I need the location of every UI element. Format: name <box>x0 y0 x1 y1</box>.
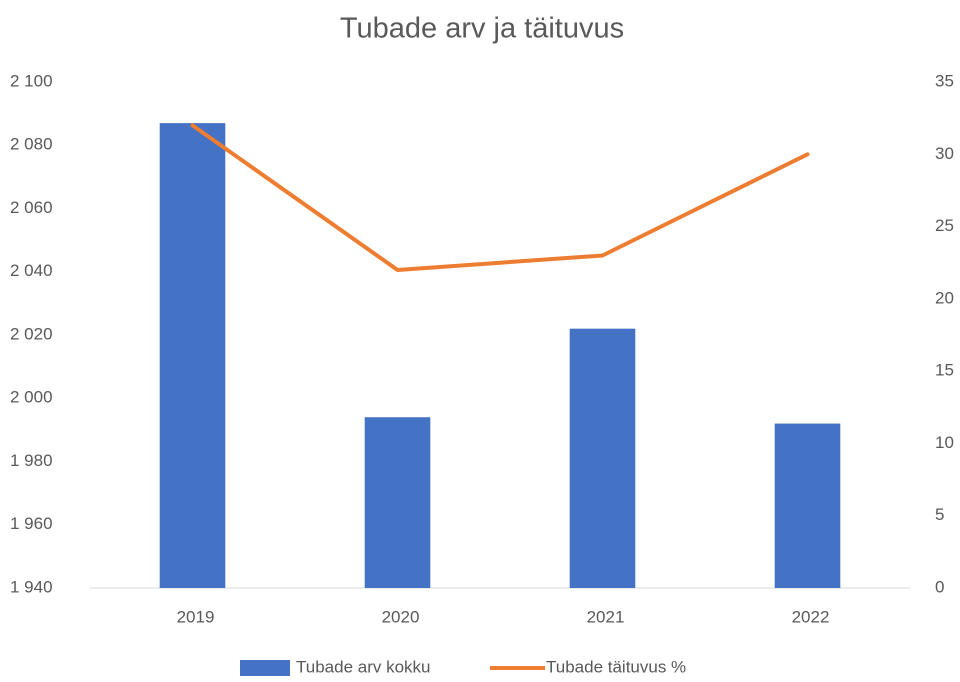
bar <box>159 123 226 589</box>
legend-swatch <box>240 660 290 676</box>
y-tick-label: 1 980 <box>10 451 53 470</box>
y2-tick-label: 35 <box>935 71 954 90</box>
y-tick-label: 2 020 <box>10 324 53 343</box>
y-tick-label: 2 000 <box>10 388 53 407</box>
chart-title: Tubade arv ja täituvus <box>340 13 624 45</box>
legend-label: Tubade arv kokku <box>296 657 431 676</box>
y2-tick-label: 25 <box>935 216 954 235</box>
y-tick-label: 2 060 <box>10 198 53 217</box>
y2-tick-label: 0 <box>935 577 944 596</box>
y-tick-label: 2 040 <box>10 261 53 280</box>
bar <box>569 328 636 588</box>
y2-tick-label: 10 <box>935 433 954 452</box>
y2-tick-label: 5 <box>935 505 944 524</box>
x-tick-label: 2022 <box>792 607 830 626</box>
y-tick-label: 1 960 <box>10 514 53 533</box>
line <box>190 123 810 272</box>
x-tick-label: 2021 <box>587 607 625 626</box>
y-tick-label: 2 080 <box>10 135 53 154</box>
y2-tick-label: 15 <box>935 361 954 380</box>
x-tick-label: 2020 <box>382 607 420 626</box>
y-tick-label: 2 100 <box>10 71 53 90</box>
y2-tick-label: 20 <box>935 288 954 307</box>
bar <box>364 417 431 588</box>
y2-tick-label: 30 <box>935 144 954 163</box>
legend-label: Tubade täituvus % <box>546 657 686 676</box>
y-tick-label: 1 940 <box>10 577 53 596</box>
bar <box>774 423 841 588</box>
x-tick-label: 2019 <box>177 607 215 626</box>
